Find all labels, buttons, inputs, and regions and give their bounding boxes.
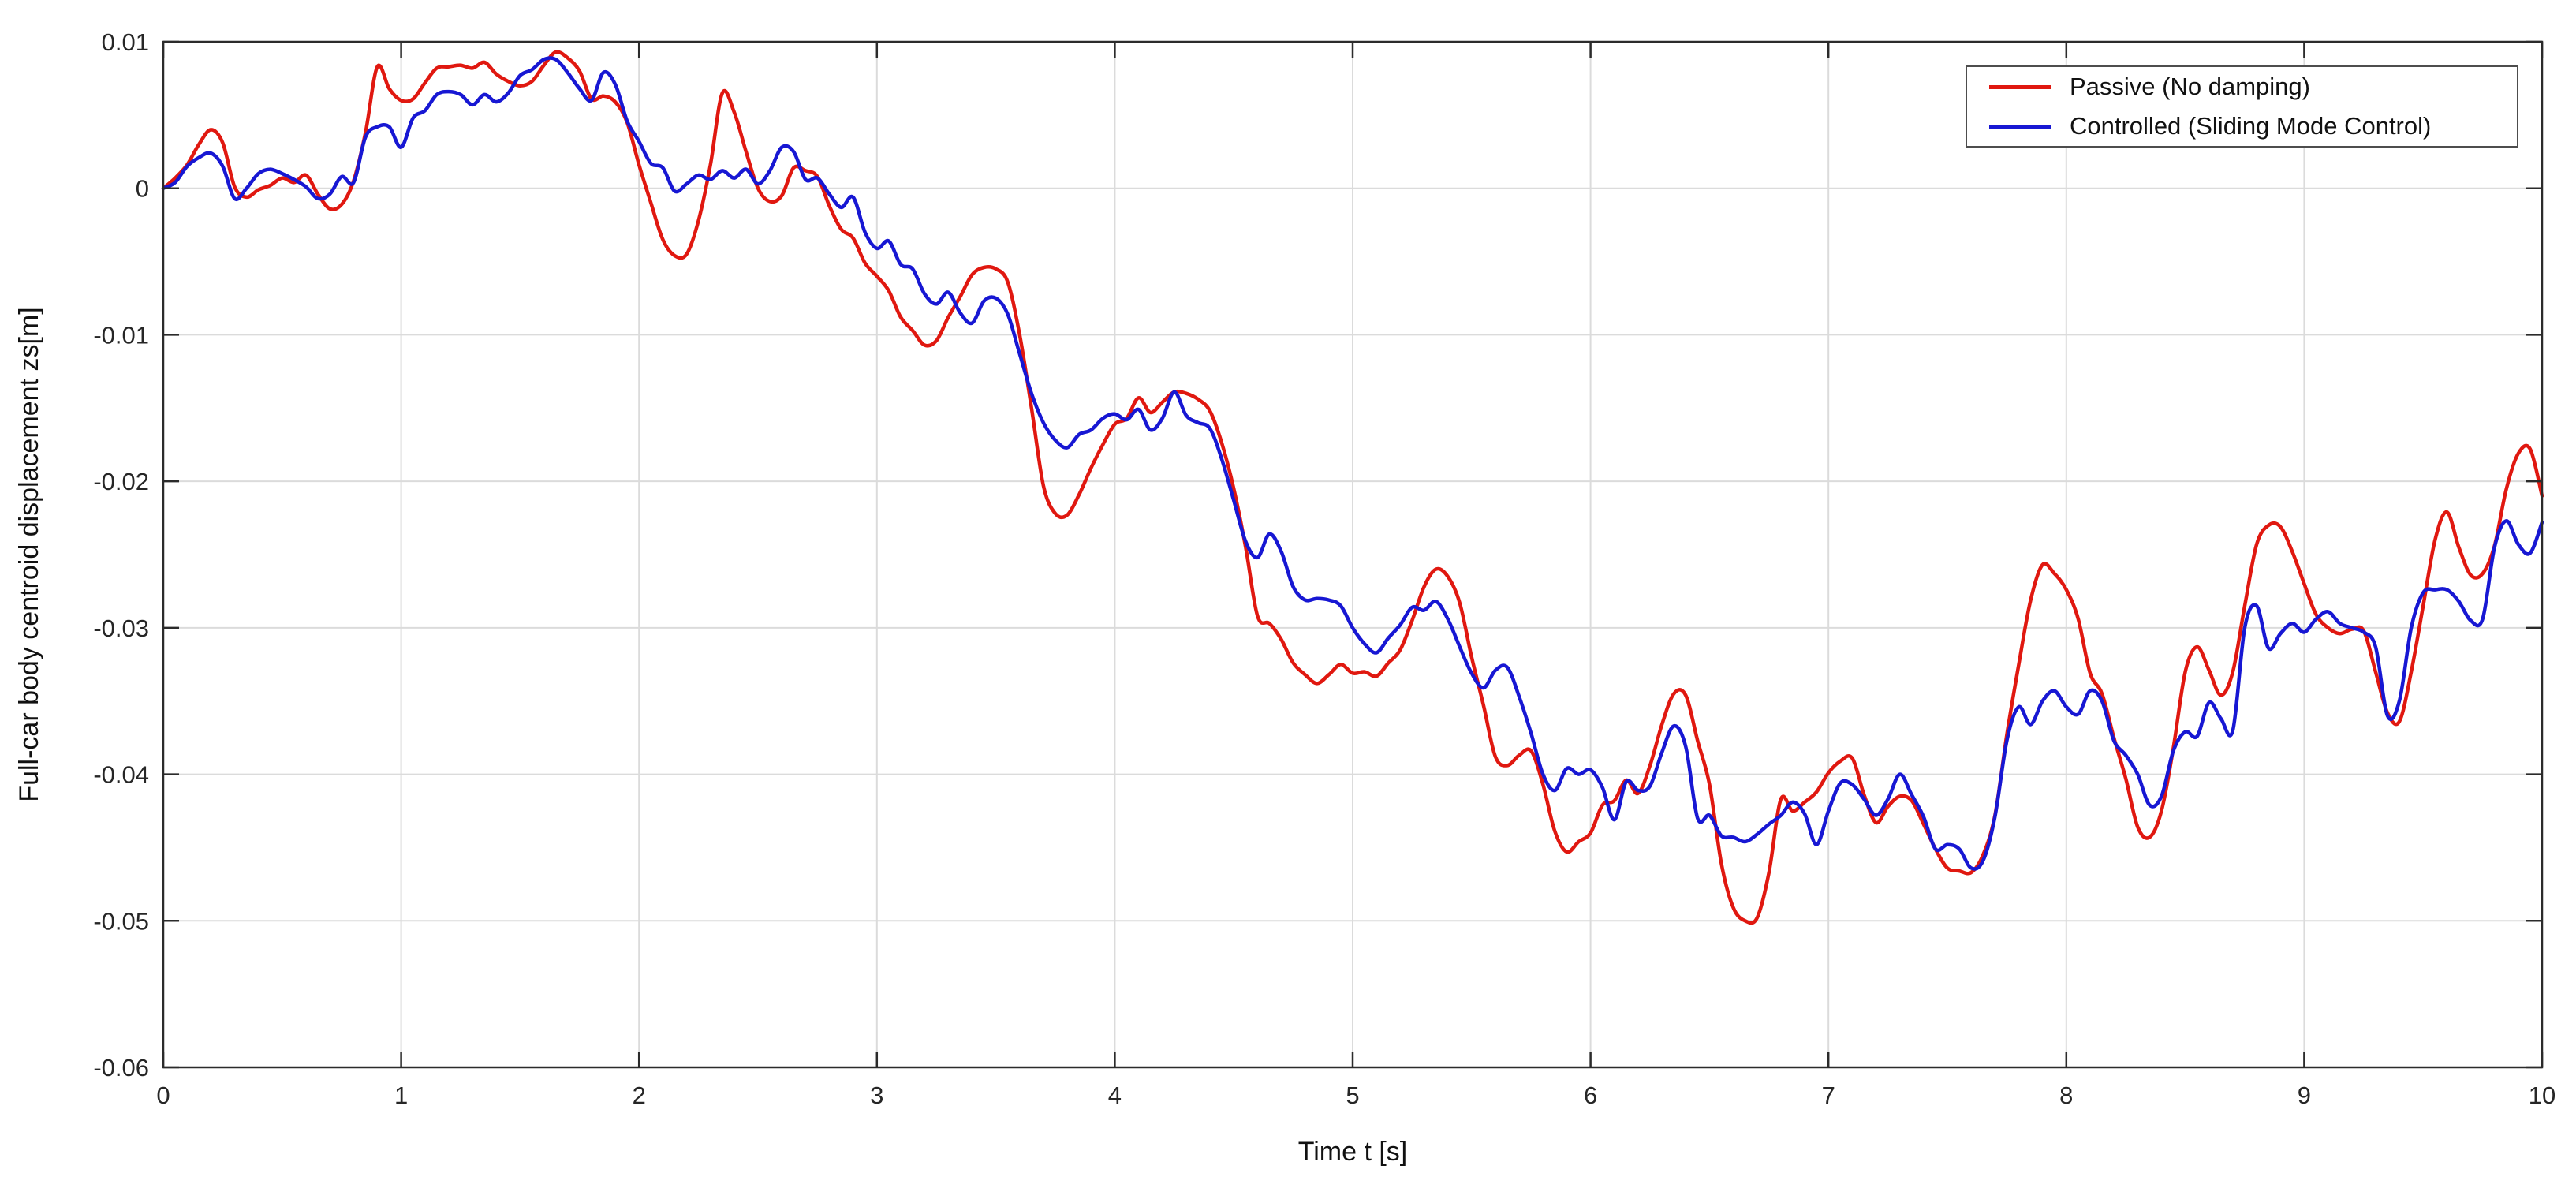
x-axis-label: Time t [s] bbox=[1298, 1137, 1408, 1167]
svg-text:-0.05: -0.05 bbox=[93, 907, 149, 935]
svg-text:-0.06: -0.06 bbox=[93, 1054, 149, 1082]
svg-text:-0.03: -0.03 bbox=[93, 615, 149, 642]
svg-text:0: 0 bbox=[136, 175, 149, 203]
svg-text:6: 6 bbox=[1584, 1082, 1597, 1109]
legend-label-controlled: Controlled (Sliding Mode Control) bbox=[2070, 112, 2432, 140]
svg-text:-0.04: -0.04 bbox=[93, 761, 149, 789]
y-axis-label: Full-car body centroid displacement zs[m… bbox=[14, 307, 44, 801]
svg-text:1: 1 bbox=[394, 1082, 408, 1109]
svg-text:5: 5 bbox=[1346, 1082, 1359, 1109]
legend-label-passive: Passive (No damping) bbox=[2070, 73, 2310, 100]
svg-text:10: 10 bbox=[2529, 1082, 2555, 1109]
legend-item-controlled: Controlled (Sliding Mode Control) bbox=[1967, 110, 2517, 143]
legend: Passive (No damping) Controlled (Sliding… bbox=[1966, 65, 2518, 148]
svg-text:7: 7 bbox=[1822, 1082, 1835, 1109]
legend-item-passive: Passive (No damping) bbox=[1967, 70, 2517, 103]
svg-text:0: 0 bbox=[156, 1082, 170, 1109]
svg-text:0.01: 0.01 bbox=[102, 28, 149, 56]
svg-text:8: 8 bbox=[2059, 1082, 2073, 1109]
svg-text:3: 3 bbox=[870, 1082, 883, 1109]
svg-text:-0.02: -0.02 bbox=[93, 468, 149, 495]
svg-text:-0.01: -0.01 bbox=[93, 321, 149, 349]
svg-text:4: 4 bbox=[1108, 1082, 1122, 1109]
legend-line-sample-passive bbox=[1989, 84, 2051, 89]
svg-text:9: 9 bbox=[2298, 1082, 2311, 1109]
legend-line-sample-controlled bbox=[1989, 124, 2051, 129]
svg-text:2: 2 bbox=[633, 1082, 646, 1109]
